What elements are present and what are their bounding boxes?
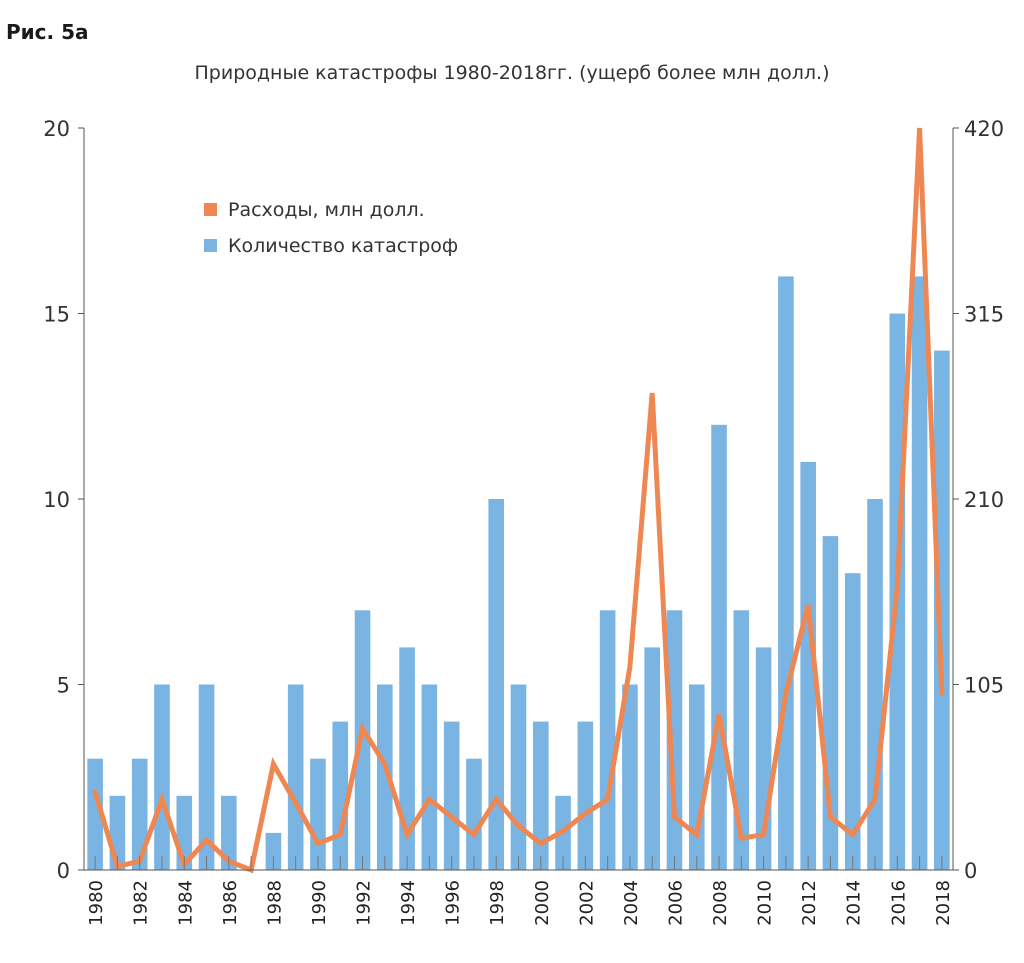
bar-1989 — [287, 684, 304, 870]
x-axis-label: 2008 — [710, 880, 731, 926]
bar-1982 — [131, 758, 148, 870]
x-axis-label: 1982 — [131, 880, 152, 926]
chart-title: Природные катастрофы 1980-2018гг. (ущерб… — [194, 62, 830, 84]
x-axis-label: 1990 — [309, 880, 330, 926]
axes — [78, 127, 959, 871]
bar-2003 — [599, 610, 616, 870]
left-axis-label: 0 — [57, 859, 70, 883]
bar-2012 — [800, 461, 816, 870]
left-axis-label: 20 — [43, 117, 70, 141]
legend-swatch-expenses — [204, 203, 217, 216]
right-axis-label: 105 — [964, 674, 1004, 698]
right-axis-label: 0 — [964, 859, 977, 883]
left-axis-label: 15 — [43, 303, 70, 327]
bar-1993 — [377, 684, 393, 870]
x-axis-label: 2010 — [755, 880, 776, 926]
bar-1998 — [488, 499, 505, 870]
bar-2017 — [911, 276, 928, 870]
bar-2011 — [778, 276, 794, 870]
bar-1999 — [510, 684, 527, 870]
legend-swatch-count — [204, 239, 217, 252]
bar-2005 — [644, 647, 660, 870]
bar-1990 — [310, 758, 326, 870]
right-axis-label: 315 — [964, 303, 1004, 327]
bar-2007 — [688, 684, 705, 870]
x-axis-label: 1992 — [354, 880, 375, 926]
left-axis-label: 5 — [57, 674, 70, 698]
legend: Расходы, млн долл. Количество катастроф — [204, 199, 458, 257]
bar-1980 — [87, 758, 103, 870]
legend-label-count: Количество катастроф — [228, 235, 458, 257]
x-axis-label: 2014 — [844, 880, 865, 926]
x-axis-label: 1998 — [487, 880, 508, 926]
bar-2015 — [867, 499, 883, 870]
x-axis-label: 1996 — [443, 880, 464, 926]
bar-1988 — [265, 832, 282, 870]
bar-1997 — [466, 758, 482, 870]
bar-1986 — [221, 795, 237, 870]
bar-2000 — [532, 721, 549, 870]
bar-2018 — [934, 350, 950, 871]
x-axis-label: 2006 — [665, 880, 686, 926]
bar-1991 — [332, 721, 349, 870]
bar-2002 — [577, 721, 594, 870]
bar-1996 — [443, 721, 460, 870]
x-axis-label: 2000 — [532, 880, 553, 926]
bar-series — [87, 276, 950, 871]
right-axis-label: 210 — [964, 488, 1004, 512]
x-axis-label: 1980 — [86, 880, 107, 926]
x-axis-label: 2018 — [933, 880, 954, 926]
bar-1985 — [198, 684, 215, 870]
x-axis-label: 2016 — [888, 880, 909, 926]
bar-2008 — [711, 424, 727, 870]
x-axis-label: 1984 — [175, 880, 196, 926]
line-series — [92, 127, 945, 874]
left-axis-labels: 0 5 10 15 20 — [43, 117, 70, 883]
right-axis-label: 420 — [964, 117, 1004, 141]
bar-1983 — [154, 684, 170, 870]
figure-label: Рис. 5а — [6, 20, 89, 44]
x-axis-label: 1994 — [398, 880, 419, 926]
expenses-line — [92, 127, 945, 874]
bar-2004 — [622, 684, 638, 870]
legend-label-expenses: Расходы, млн долл. — [228, 199, 425, 221]
bar-2014 — [844, 573, 861, 870]
right-axis-labels: 0 105 210 315 420 — [964, 117, 1004, 883]
bar-1995 — [421, 684, 438, 870]
x-axis-label: 1988 — [264, 880, 285, 926]
x-axis-label: 1986 — [220, 880, 241, 926]
x-axis-label: 2004 — [621, 880, 642, 926]
left-axis-label: 10 — [43, 488, 70, 512]
x-axis-label: 2012 — [799, 880, 820, 926]
x-axis-label: 2002 — [576, 880, 597, 926]
x-axis-labels: 1980 1982 1984 1986 1988 1990 1992 1994 1996 1998… — [86, 880, 954, 926]
bar-2006 — [666, 610, 683, 870]
